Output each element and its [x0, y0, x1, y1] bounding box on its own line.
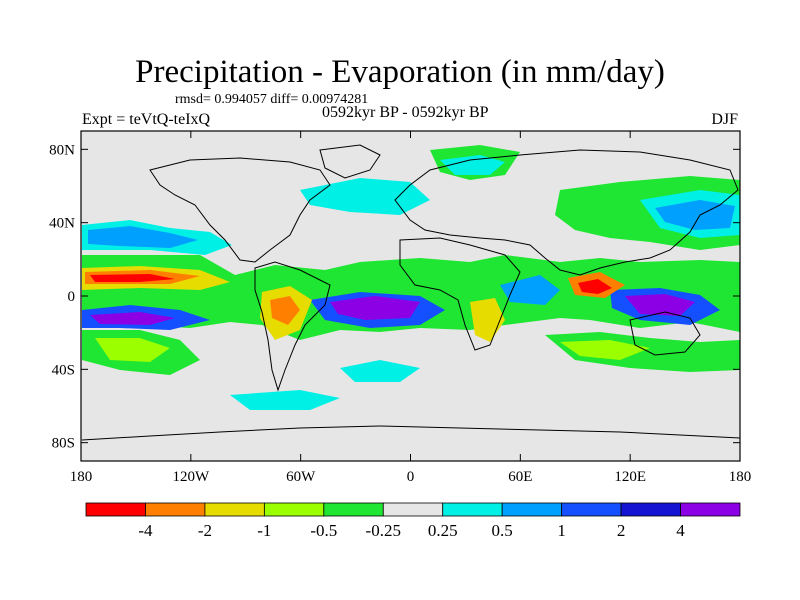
lon-tick-label: 120W — [172, 469, 210, 485]
coastline-eurasia — [394, 149, 739, 276]
contour-region — [578, 279, 612, 294]
axis-ticks — [80, 131, 741, 461]
lat-tick-label: 40N — [49, 216, 75, 232]
experiment-label: Expt = teVtQ-teIxQ — [82, 111, 211, 128]
contour-region — [270, 296, 300, 325]
colorbar-box — [442, 502, 503, 517]
colorbar-label: 0.25 — [428, 521, 458, 540]
period-label: 0592kyr BP - 0592kyr BP — [322, 104, 489, 121]
colorbar-box — [680, 502, 741, 517]
lat-tick-label: 0 — [68, 289, 76, 305]
colorbar-label: -0.5 — [310, 521, 337, 540]
coastline-greenland — [319, 144, 381, 179]
colorbar-boxes — [85, 502, 741, 517]
coastlines — [81, 144, 741, 441]
map-area: 180 120W 60W 0 60E 120E 180 80N 40N 0 40S 80S — [49, 130, 751, 485]
colorbar-box — [145, 502, 206, 517]
colorbar-box — [501, 502, 563, 517]
colorbar-label: -2 — [198, 521, 212, 540]
colorbar-box — [85, 502, 146, 517]
colorbar-label: 1 — [557, 521, 566, 540]
colorbar-box — [263, 502, 325, 517]
lon-tick-label: 60E — [508, 469, 532, 485]
lat-tick-label: 80N — [49, 142, 75, 158]
lon-tick-label: 60W — [286, 469, 316, 485]
colorbar-labels: -4 -2 -1 -0.5 -0.25 0.25 0.5 1 2 4 — [138, 521, 685, 540]
contour-region — [560, 340, 650, 360]
contour-region — [330, 296, 420, 320]
contour-region — [88, 226, 198, 248]
lon-tick-label: 0 — [407, 469, 415, 485]
season-label: DJF — [711, 111, 738, 128]
lon-tick-label: 120E — [614, 469, 646, 485]
colorbar-label: -0.25 — [366, 521, 401, 540]
coastline-antarctica — [81, 425, 741, 441]
colorbar-box — [382, 502, 444, 517]
colorbar-box — [323, 502, 384, 517]
colorbar-box — [204, 502, 265, 517]
coastline-south-america — [254, 261, 331, 392]
contour-region — [340, 360, 420, 382]
lon-tick-label: 180 — [70, 469, 93, 485]
coastline-africa — [399, 237, 521, 351]
colorbar-label: 0.5 — [492, 521, 513, 540]
contour-field — [82, 145, 740, 410]
contour-region — [300, 178, 430, 215]
colorbar: -4 -2 -1 -0.5 -0.25 0.25 0.5 1 2 4 — [85, 502, 741, 540]
coastline-australia — [629, 311, 701, 356]
colorbar-label: -1 — [257, 521, 271, 540]
lon-tick-label: 180 — [729, 469, 752, 485]
colorbar-box — [561, 502, 622, 517]
colorbar-label: 2 — [617, 521, 626, 540]
lat-tick-label: 80S — [52, 436, 75, 452]
lat-tick-label: 40S — [52, 362, 75, 378]
figure-title: Precipitation - Evaporation (in mm/day) — [135, 54, 665, 90]
contour-region — [90, 274, 175, 282]
contour-region — [625, 294, 695, 316]
contour-region — [90, 312, 175, 325]
axis-tick-labels: 180 120W 60W 0 60E 120E 180 80N 40N 0 40S 80S — [49, 142, 751, 485]
rmsd-diff-stats: rmsd= 0.994057 diff= 0.00974281 — [175, 92, 369, 107]
coastline-north-america — [149, 157, 331, 263]
colorbar-label: -4 — [138, 521, 153, 540]
contour-region — [470, 298, 505, 342]
contour-region — [440, 155, 505, 175]
contour-region — [230, 390, 340, 410]
colorbar-box — [620, 502, 681, 517]
colorbar-label: 4 — [676, 521, 685, 540]
contour-region — [95, 338, 170, 362]
